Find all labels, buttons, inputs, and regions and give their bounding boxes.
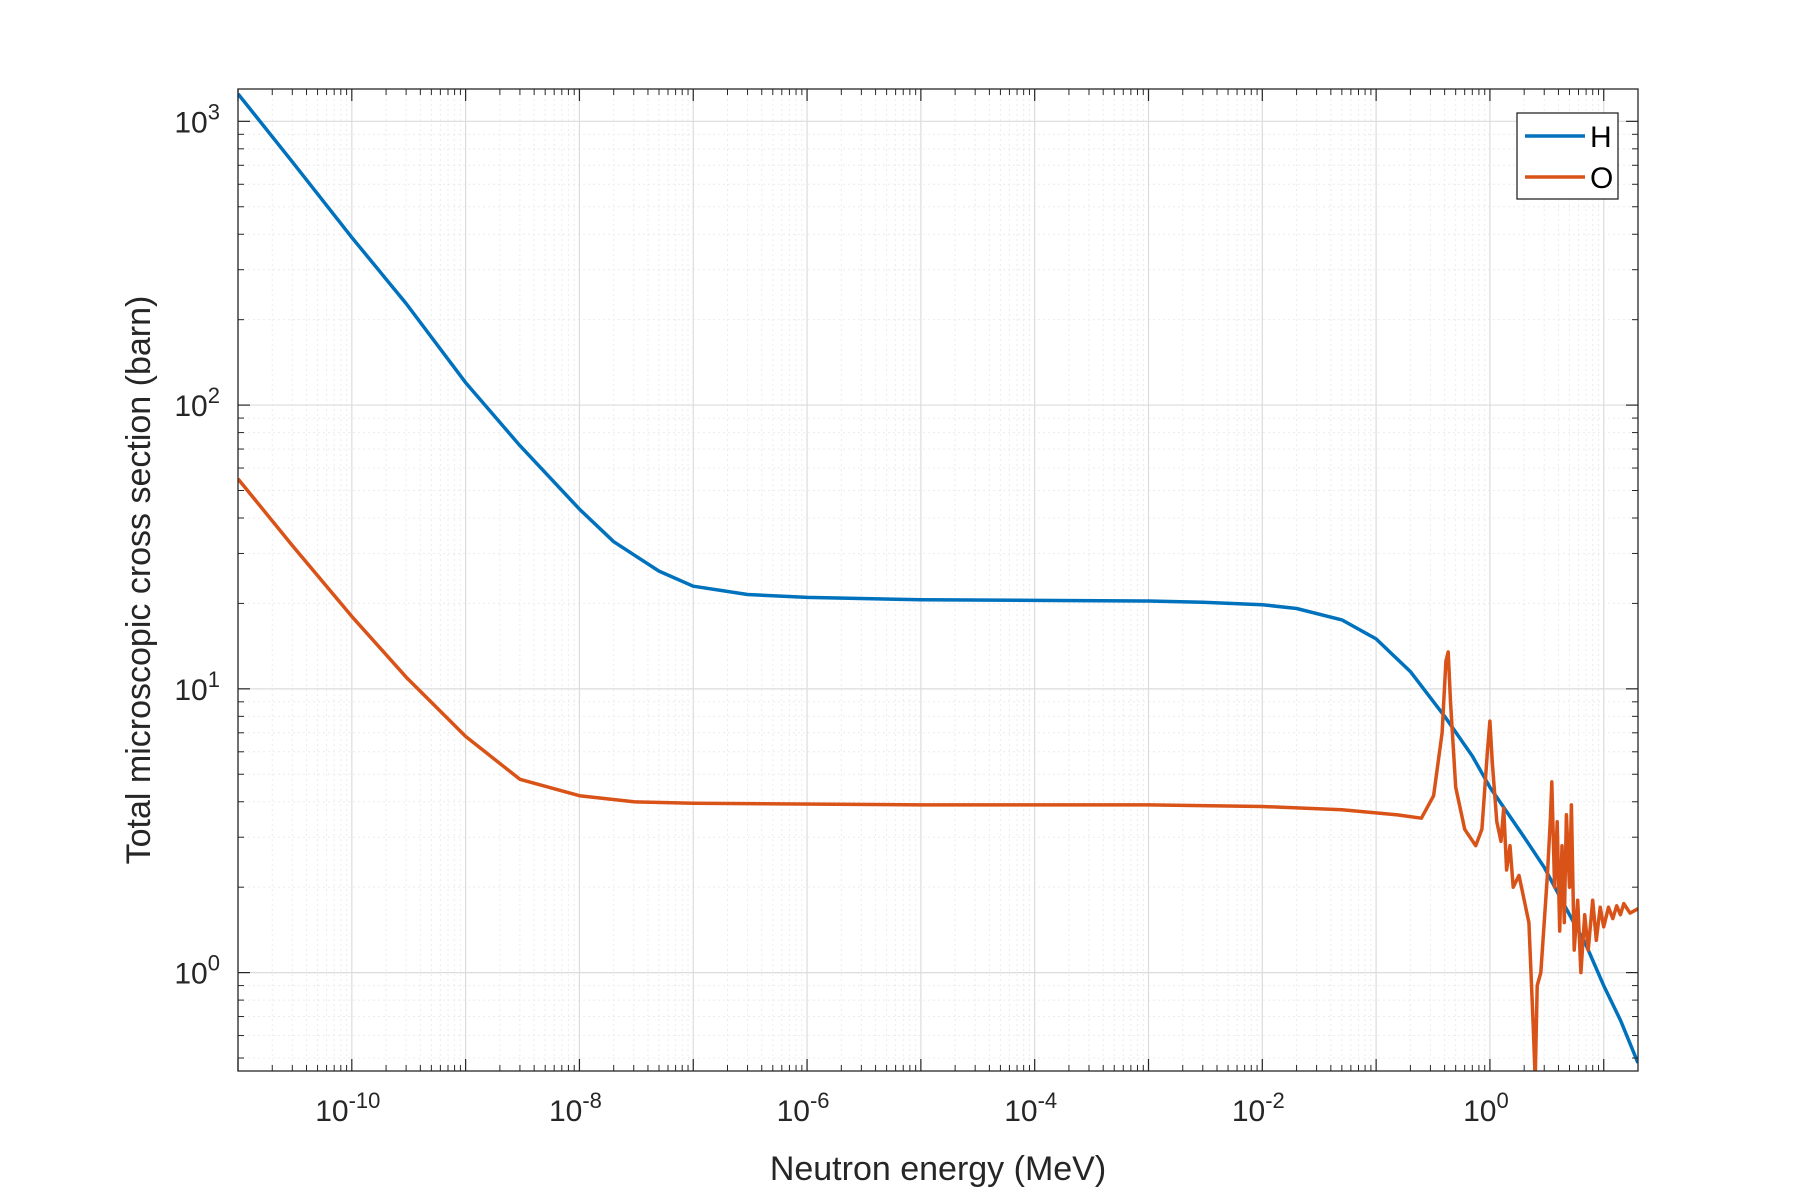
x-tick-label: 100: [1463, 1088, 1509, 1128]
legend-label-h: H: [1590, 121, 1612, 154]
legend-box: [1516, 112, 1619, 200]
x-tick-label: 10-8: [549, 1088, 602, 1128]
major-grid: [237, 89, 1638, 1071]
series-line-o: [238, 477, 1638, 1071]
y-axis-label: Total microscopic cross section (barn): [120, 296, 158, 865]
axis-ticks: [237, 89, 1639, 1071]
x-tick-label: 10-10: [315, 1088, 380, 1128]
plot-area: [238, 89, 1638, 1071]
x-tick-label: 10-2: [1232, 1088, 1285, 1128]
legend: H O: [1516, 112, 1619, 200]
x-tick-labels: 10-10 10-8 10-6 10-4 10-2 100: [315, 1088, 1509, 1128]
legend-label-o: O: [1590, 162, 1613, 195]
x-axis-label: Neutron energy (MeV): [770, 1150, 1106, 1188]
series-layer: [238, 92, 1638, 1071]
y-tick-label: 101: [174, 667, 220, 707]
y-tick-label: 102: [174, 383, 220, 423]
y-tick-labels: 100 101 102 103: [174, 99, 220, 990]
plot-frame: [237, 88, 1639, 1072]
x-tick-label: 10-4: [1004, 1088, 1057, 1128]
minor-grid: [238, 89, 1639, 1071]
series-line-h: [238, 92, 1638, 1064]
y-tick-label: 103: [174, 99, 220, 139]
x-tick-label: 10-6: [777, 1088, 830, 1128]
y-tick-label: 100: [174, 951, 220, 991]
